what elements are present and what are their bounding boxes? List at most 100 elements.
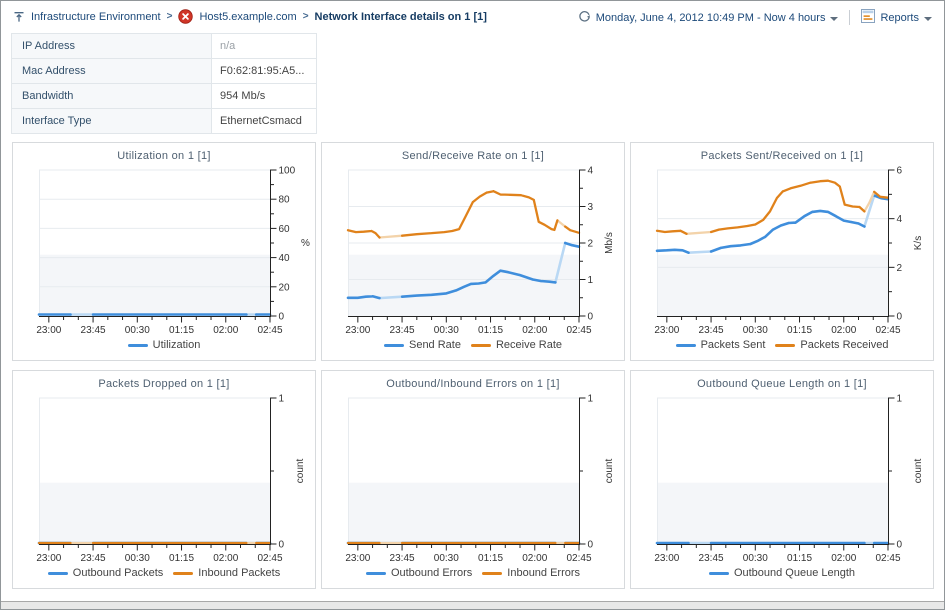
svg-text:02:45: 02:45 [257, 553, 282, 564]
chart-canvas: 0 1 count 23:00 23:45 00:30 01:15 02:00 02:45 [345, 394, 615, 565]
svg-text:01:15: 01:15 [787, 325, 812, 336]
svg-text:02:45: 02:45 [875, 553, 900, 564]
legend-label: Packets Received [800, 339, 889, 351]
info-label: Bandwidth [11, 83, 212, 109]
svg-text:00:30: 00:30 [125, 553, 150, 564]
divider [849, 10, 851, 25]
legend-swatch [383, 343, 404, 347]
svg-text:1: 1 [279, 394, 285, 405]
chart-title: Packets Sent/Received on 1 [1] [700, 150, 864, 162]
chart-plot: 0 1 count 23:00 23:45 00:30 01:15 02:00 02:45 [322, 371, 624, 588]
breadcrumb-item-host[interactable]: Host5.example.com [199, 10, 297, 23]
top-bar: Infrastructure Environment > Host5.examp… [1, 1, 944, 33]
legend-swatch [675, 343, 696, 347]
chart-canvas: 0 1 count 23:00 23:45 00:30 01:15 02:00 02:45 [36, 394, 306, 565]
chart-legend: Packets Sent Packets Received [631, 339, 933, 351]
svg-text:01:15: 01:15 [478, 553, 503, 564]
svg-text:count: count [295, 459, 306, 484]
svg-text:01:15: 01:15 [787, 553, 812, 564]
table-row: Bandwidth 954 Mb/s [11, 83, 317, 109]
svg-text:0: 0 [897, 312, 903, 323]
legend-item: Outbound Queue Length [708, 567, 856, 579]
up-arrow-icon[interactable] [13, 11, 25, 23]
chart-plot: 0 20 40 60 80 100% 23:00 23:45 00:30 01:15 02:00 02… [13, 143, 315, 360]
svg-text:80: 80 [279, 195, 291, 206]
error-status-icon [178, 9, 194, 24]
legend-item: Packets Received [775, 339, 888, 351]
info-value-ip-address: n/a [211, 33, 317, 59]
time-range-label: Monday, June 4, 2012 10:49 PM - Now 4 ho… [595, 11, 826, 24]
chart-plot: 0 2 4 6 K/s 23:00 23:45 00:30 01:15 02:00 02:45 [631, 143, 933, 360]
chart-panel-send-receive-rate: Send/Receive Rate on 1 [1] 0 1 2 3 4 Mb/s 23:0… [321, 142, 625, 361]
svg-text:4: 4 [897, 214, 903, 225]
svg-text:23:00: 23:00 [345, 553, 370, 564]
svg-text:2: 2 [588, 239, 594, 250]
svg-text:0: 0 [588, 312, 594, 323]
svg-text:02:00: 02:00 [522, 325, 547, 336]
table-row: Interface Type EthernetCsmacd [11, 108, 317, 134]
svg-text:60: 60 [279, 224, 291, 235]
table-row: Mac Address F0:62:81:95:A5... [11, 58, 317, 84]
svg-text:23:00: 23:00 [36, 553, 61, 564]
svg-text:23:45: 23:45 [390, 325, 415, 336]
svg-text:3: 3 [588, 202, 594, 213]
legend-swatch [775, 343, 796, 347]
legend-label: Outbound Packets [72, 567, 164, 579]
table-row: IP Address n/a [11, 33, 317, 59]
svg-text:0: 0 [279, 540, 285, 551]
top-right-controls: Monday, June 4, 2012 10:49 PM - Now 4 ho… [578, 9, 932, 26]
reports-menu-button[interactable]: Reports [861, 9, 932, 26]
chart-plot: 0 1 2 3 4 Mb/s 23:00 23:45 00:30 01:15 02:00 02:45 [322, 143, 624, 360]
legend-swatch [708, 571, 729, 575]
svg-text:23:45: 23:45 [390, 553, 415, 564]
svg-text:02:45: 02:45 [257, 325, 282, 336]
chart-canvas: 0 1 count 23:00 23:45 00:30 01:15 02:00 02:45 [654, 394, 924, 565]
chart-legend: Send Rate Receive Rate [322, 339, 624, 351]
svg-text:Mb/s: Mb/s [604, 232, 615, 254]
legend-item: Inbound Packets [173, 567, 280, 579]
svg-text:01:15: 01:15 [169, 325, 194, 336]
svg-text:02:00: 02:00 [522, 553, 547, 564]
legend-label: Send Rate [408, 339, 461, 351]
svg-text:20: 20 [279, 282, 291, 293]
svg-text:23:45: 23:45 [81, 325, 106, 336]
info-label: Interface Type [11, 108, 212, 134]
breadcrumb-separator: > [166, 11, 173, 22]
svg-text:1: 1 [588, 394, 594, 405]
svg-text:00:30: 00:30 [434, 325, 459, 336]
legend-item: Inbound Errors [482, 567, 580, 579]
chart-title: Outbound/Inbound Errors on 1 [1] [386, 378, 560, 390]
info-label: IP Address [11, 33, 212, 59]
svg-text:00:30: 00:30 [743, 553, 768, 564]
chart-panel-packets-dropped: Packets Dropped on 1 [1] 0 1 count 23:00 23:… [12, 370, 316, 589]
legend-swatch [482, 571, 503, 575]
svg-text:00:30: 00:30 [743, 325, 768, 336]
chart-legend: Utilization [13, 339, 315, 351]
svg-text:1: 1 [897, 394, 903, 405]
svg-text:0: 0 [279, 312, 285, 323]
reports-icon [861, 9, 876, 26]
chart-canvas: 0 1 2 3 4 Mb/s 23:00 23:45 00:30 01:15 02:00 02:45 [345, 166, 615, 337]
chart-legend: Outbound Packets Inbound Packets [13, 567, 315, 579]
svg-text:02:00: 02:00 [213, 325, 238, 336]
chart-canvas: 0 20 40 60 80 100% 23:00 23:45 00:30 01:15 02:00 02… [36, 166, 310, 337]
legend-swatch [173, 571, 194, 575]
legend-swatch [47, 571, 68, 575]
svg-text:02:00: 02:00 [213, 553, 238, 564]
legend-item: Outbound Errors [365, 567, 472, 579]
chart-legend: Outbound Errors Inbound Errors [322, 567, 624, 579]
info-value-bandwidth: 954 Mb/s [211, 83, 317, 109]
legend-label: Inbound Packets [198, 567, 281, 579]
time-range-selector[interactable]: Monday, June 4, 2012 10:49 PM - Now 4 ho… [578, 10, 839, 26]
svg-text:K/s: K/s [913, 236, 924, 250]
chart-legend: Outbound Queue Length [631, 567, 933, 579]
info-value-interface-type: EthernetCsmacd [211, 108, 317, 134]
legend-label: Outbound Queue Length [733, 567, 856, 579]
svg-text:23:00: 23:00 [654, 325, 679, 336]
svg-text:02:00: 02:00 [831, 325, 856, 336]
svg-text:%: % [301, 238, 310, 249]
svg-text:23:45: 23:45 [699, 553, 724, 564]
window-bottom-edge [1, 601, 944, 609]
breadcrumb-item-infrastructure[interactable]: Infrastructure Environment [31, 10, 161, 23]
svg-text:02:45: 02:45 [566, 553, 591, 564]
